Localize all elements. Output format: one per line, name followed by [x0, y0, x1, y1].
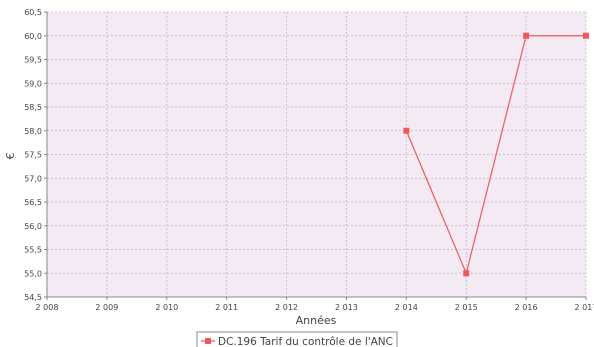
x-axis-label: Années [296, 314, 337, 327]
y-tick-label: 57,0 [24, 174, 42, 183]
y-tick-label: 54,5 [24, 293, 42, 302]
y-tick-label: 56,5 [24, 198, 42, 207]
y-tick-label: 59,5 [24, 56, 42, 65]
x-tick-label: 2 017 [575, 303, 594, 312]
x-tick-label: 2 016 [515, 303, 538, 312]
data-point [463, 270, 470, 277]
data-point [523, 32, 530, 39]
y-tick-label: 56,0 [24, 222, 42, 231]
x-axis-ticks: 2 008 2 009 2 010 2 011 2 012 2 013 2 014 2 015… [36, 297, 594, 312]
y-tick-label: 58,0 [24, 127, 42, 136]
legend-box [196, 331, 398, 347]
x-tick-label: 2 013 [335, 303, 358, 312]
x-tick-label: 2 014 [395, 303, 418, 312]
x-tick-label: 2 011 [215, 303, 238, 312]
y-tick-label: 60,0 [24, 32, 42, 41]
y-axis-ticks: 54,5 55,0 55,5 56,0 56,5 57,0 57,5 58,0 58,5 59,0… [24, 8, 47, 302]
series-layer [403, 32, 589, 277]
grid-lines [46, 11, 587, 298]
data-point [583, 32, 589, 39]
x-tick-label: 2 010 [155, 303, 178, 312]
y-tick-label: 55,0 [24, 269, 42, 278]
x-tick-label: 2 015 [455, 303, 478, 312]
y-tick-label: 60,5 [24, 8, 42, 17]
y-tick-label: 55,5 [24, 246, 42, 255]
series-line [405, 35, 586, 276]
y-tick-label: 57,5 [24, 151, 42, 160]
legend-square-marker [205, 338, 211, 344]
x-tick-label: 2 008 [36, 303, 59, 312]
legend: DC.196 Tarif du contrôle de l'ANC [196, 331, 398, 347]
x-tick-label: 2 009 [95, 303, 118, 312]
y-tick-label: 59,0 [24, 79, 42, 88]
y-axis-label: € [4, 153, 17, 160]
legend-label: DC.196 Tarif du contrôle de l'ANC [218, 336, 393, 347]
y-tick-label: 58,5 [24, 103, 42, 112]
data-point [403, 127, 410, 134]
x-tick-label: 2 012 [275, 303, 298, 312]
